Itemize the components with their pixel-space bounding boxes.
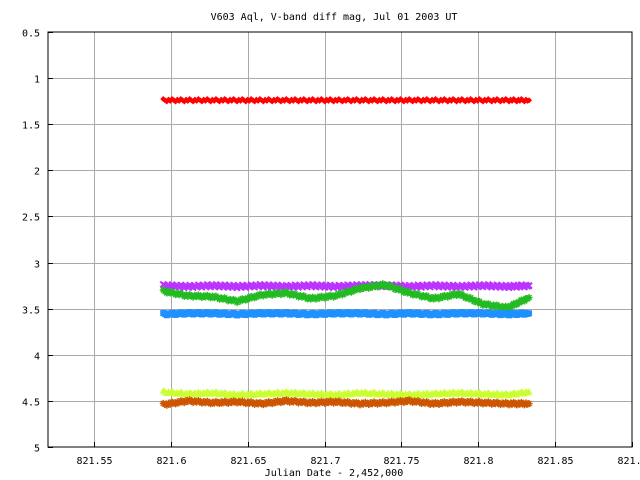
y-tick-label: 4.5 xyxy=(22,398,40,409)
y-tick-label: 2.5 xyxy=(22,213,40,224)
x-tick-label: 821.75 xyxy=(383,456,419,467)
y-tick-label: 0.5 xyxy=(22,29,40,40)
series-4 xyxy=(160,309,533,319)
data-point xyxy=(525,400,533,408)
x-tick-label: 821.55 xyxy=(76,456,112,467)
x-tick-label: 821.7 xyxy=(310,456,340,467)
y-tick-label: 2 xyxy=(34,167,40,178)
x-tick-label: 821.85 xyxy=(537,456,573,467)
plot-frame xyxy=(47,31,633,448)
x-tick-label: 821.65 xyxy=(230,456,266,467)
x-tick-label: 821.9 xyxy=(617,456,640,467)
x-axis-label: Julian Date - 2,452,000 xyxy=(265,468,403,479)
y-tick-label: 1 xyxy=(34,75,40,86)
data-point xyxy=(526,97,533,104)
series-6 xyxy=(159,396,533,409)
y-tick-label: 3 xyxy=(34,260,40,271)
x-tick-label: 821.6 xyxy=(156,456,186,467)
y-tick-label: 5 xyxy=(34,444,40,455)
series-1 xyxy=(160,96,533,105)
x-tick-label: 821.8 xyxy=(463,456,493,467)
data-point xyxy=(525,281,533,290)
data-point xyxy=(526,310,533,317)
plot-marks xyxy=(159,96,533,409)
series-3 xyxy=(159,280,533,312)
axis-ticks: 821.55 821.6 821.65 821.7 821.75 821.8 821.85 8… xyxy=(22,29,640,468)
grid xyxy=(48,32,632,447)
chart-title: V603 Aql, V-band diff mag, Jul 01 2003 U… xyxy=(211,12,458,23)
data-point xyxy=(525,388,533,395)
data-point xyxy=(525,294,533,302)
y-tick-label: 4 xyxy=(34,352,40,363)
y-tick-label: 3.5 xyxy=(22,306,40,317)
y-tick-label: 1.5 xyxy=(22,121,40,132)
series-5 xyxy=(159,386,533,399)
